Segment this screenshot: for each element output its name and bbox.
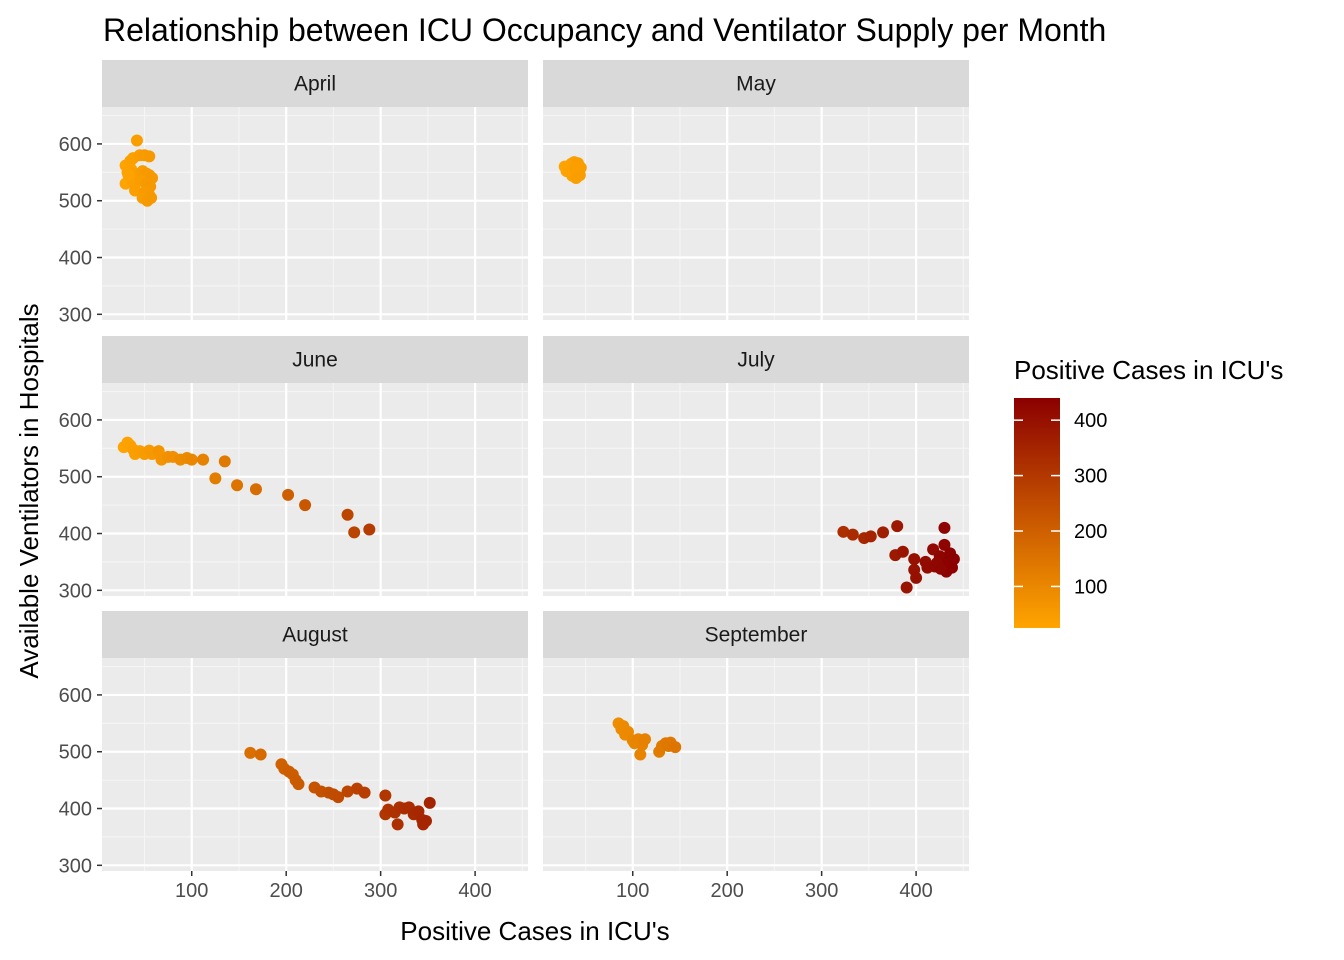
facet-panel-june: June 300 400 500 600 (59, 336, 528, 602)
x-axis-title: Positive Cases in ICU's (400, 916, 669, 946)
facet-strip (102, 60, 528, 107)
data-point (391, 818, 404, 831)
y-tick-label: 300 (59, 855, 92, 877)
panel-background (543, 107, 969, 320)
data-point (363, 523, 376, 536)
y-tick-label: 600 (59, 685, 92, 707)
data-point (129, 184, 142, 197)
data-point (282, 488, 295, 501)
data-point (891, 520, 904, 533)
facet-strip-label: July (737, 349, 775, 372)
x-tick-label: 300 (805, 880, 838, 902)
y-tick-label: 500 (59, 467, 92, 489)
data-point (877, 526, 890, 539)
x-tick-label: 100 (175, 880, 208, 902)
data-point (244, 746, 257, 759)
x-tick-label: 200 (711, 880, 744, 902)
data-point (846, 528, 859, 541)
data-point (231, 479, 244, 492)
facet-strip-label: August (282, 624, 348, 647)
data-point (908, 553, 921, 566)
facet-panel-april: April 300 400 500 600 (59, 60, 528, 326)
data-point (143, 150, 156, 163)
y-tick-label: 600 (59, 134, 92, 156)
facet-panel-may: May (543, 60, 969, 320)
facet-strip-label: September (705, 624, 808, 647)
data-point (332, 791, 345, 804)
data-point (938, 538, 951, 551)
data-point (197, 453, 210, 466)
data-point (341, 785, 354, 798)
y-tick-label: 600 (59, 410, 92, 432)
y-axis-title: Available Ventilators in Hospitals (14, 303, 44, 678)
data-point (569, 161, 582, 174)
data-point (423, 796, 436, 809)
x-tick-label: 300 (364, 880, 397, 902)
data-point (900, 581, 913, 594)
facet-strip-label: June (292, 349, 338, 372)
data-point (837, 525, 850, 538)
data-point (639, 733, 652, 746)
legend-tick-label: 400 (1074, 410, 1107, 432)
facet-strip-label: April (294, 73, 336, 96)
data-point (348, 526, 361, 539)
legend-tick-label: 100 (1074, 576, 1107, 598)
y-tick-label: 300 (59, 304, 92, 326)
x-tick-label: 400 (458, 880, 491, 902)
data-point (130, 134, 143, 147)
data-point (938, 521, 951, 534)
data-point (122, 169, 135, 182)
data-point (419, 815, 432, 828)
chart-title: Relationship between ICU Occupancy and V… (103, 12, 1106, 48)
facet-strip-label: May (736, 73, 776, 96)
data-point (145, 191, 158, 204)
data-point (299, 499, 312, 512)
data-point (218, 455, 231, 468)
facet-strip (543, 336, 969, 383)
panel-background (102, 658, 528, 871)
panel-background (543, 658, 969, 871)
panel-background (102, 383, 528, 596)
facet-panel-september: September 100 200 300 400 (543, 611, 969, 902)
legend-tick-label: 300 (1074, 466, 1107, 488)
y-tick-label: 500 (59, 742, 92, 764)
x-tick-label: 400 (899, 880, 932, 902)
legend-title: Positive Cases in ICU's (1014, 355, 1283, 385)
y-tick-label: 400 (59, 799, 92, 821)
data-point (358, 786, 371, 799)
data-point (896, 545, 909, 558)
facet-panels: April 300 400 500 600 May June 300 400 500 600 July… (59, 60, 969, 902)
data-point (669, 741, 682, 754)
data-point (185, 453, 198, 466)
data-point (864, 530, 877, 543)
legend-colorbar (1014, 398, 1060, 628)
data-point (249, 483, 262, 496)
x-tick-label: 200 (270, 880, 303, 902)
y-tick-label: 400 (59, 524, 92, 546)
y-tick-label: 500 (59, 191, 92, 213)
facet-strip (102, 336, 528, 383)
data-point (634, 748, 647, 761)
data-point (934, 562, 947, 575)
facet-panel-august: August 300 400 500 600 100 200 300 400 (59, 611, 528, 902)
data-point (947, 553, 960, 566)
data-point (254, 748, 267, 761)
data-point (379, 789, 392, 802)
y-tick-label: 300 (59, 580, 92, 602)
facet-strip (543, 611, 969, 658)
legend-tick-label: 200 (1074, 521, 1107, 543)
panel-background (102, 107, 528, 320)
panel-background (543, 383, 969, 596)
data-point (341, 508, 354, 521)
data-point (209, 472, 222, 485)
x-tick-label: 100 (616, 880, 649, 902)
color-legend: Positive Cases in ICU's 100 200 300 400 (1014, 355, 1283, 628)
data-point (292, 778, 305, 791)
facet-strip (102, 611, 528, 658)
facet-panel-july: July (543, 336, 969, 596)
facet-strip (543, 60, 969, 107)
y-tick-label: 400 (59, 248, 92, 270)
data-point (910, 571, 923, 584)
